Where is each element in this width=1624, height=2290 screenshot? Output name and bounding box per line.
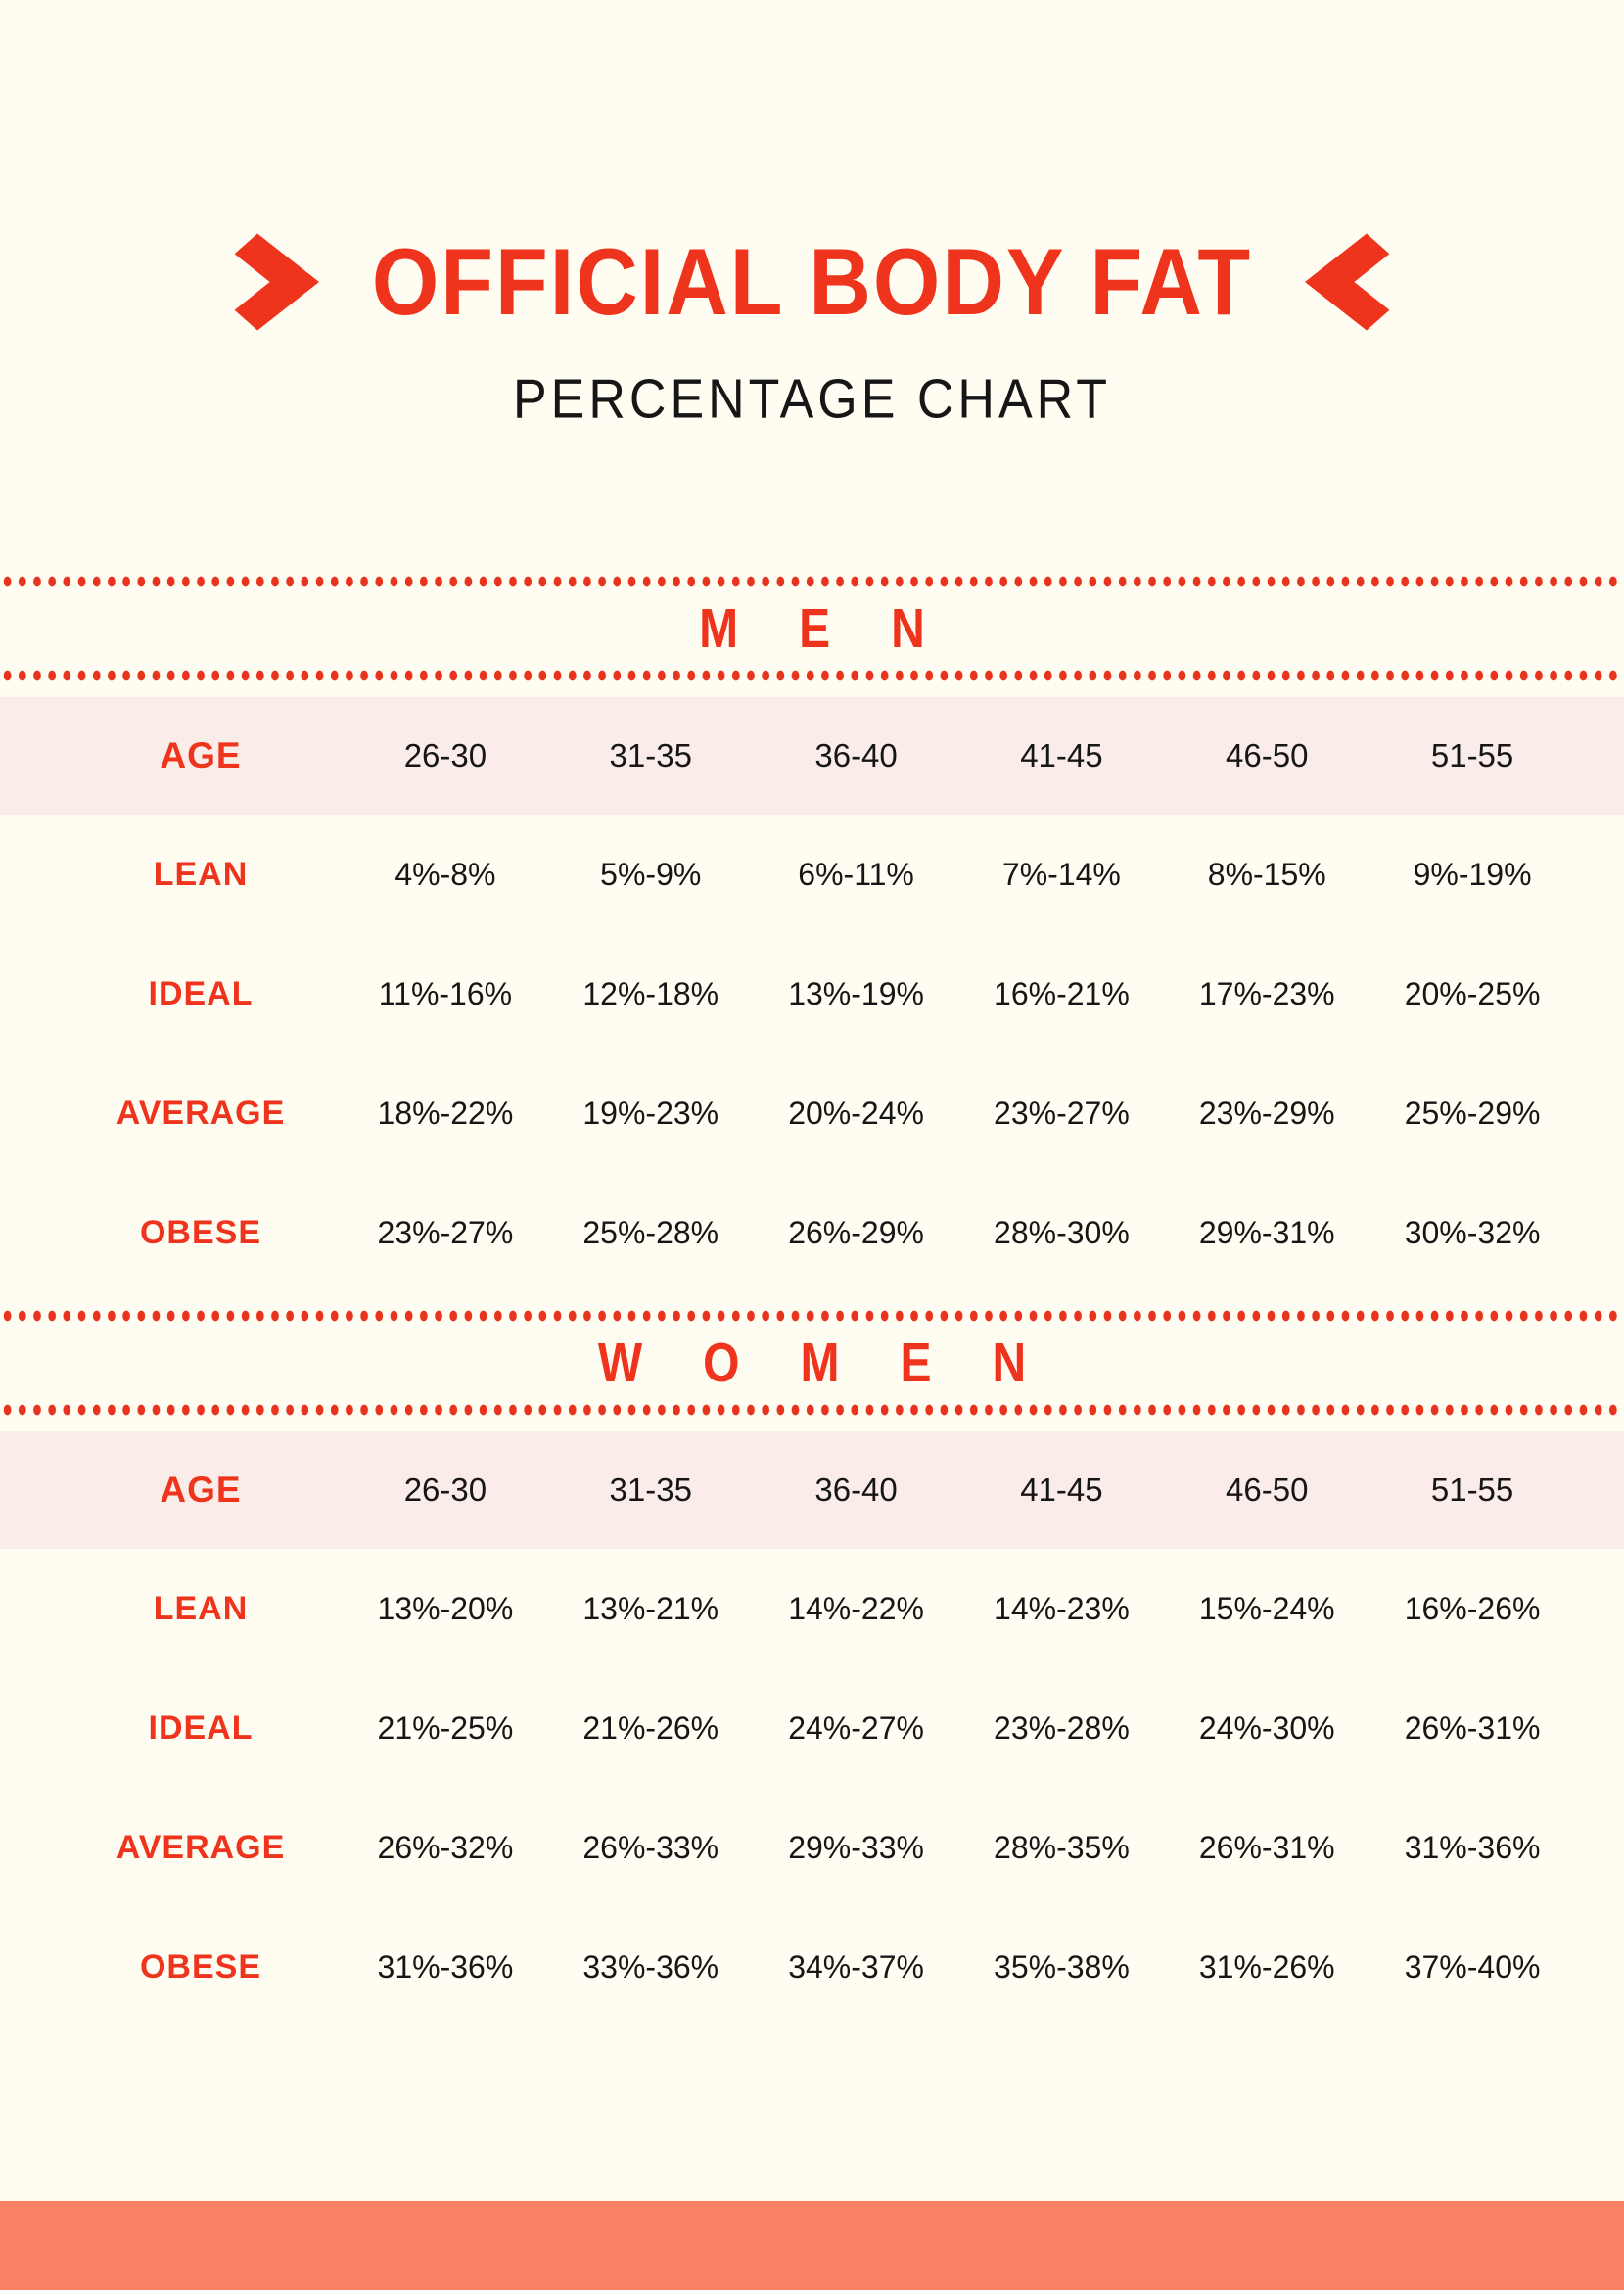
- percentage-value: 17%-23%: [1198, 975, 1335, 1011]
- percentage-value: 5%-9%: [600, 856, 702, 892]
- table-row: AVERAGE 26%-32% 26%-33% 29%-33% 28%-35% 26%-3…: [0, 1788, 1624, 1907]
- age-range-header: 36-40: [814, 1472, 898, 1508]
- footer-bar: [0, 2201, 1624, 2290]
- percentage-value: 26%-31%: [1198, 1829, 1335, 1865]
- chevron-left-icon: [1305, 233, 1390, 331]
- age-range-header: 36-40: [814, 737, 898, 773]
- percentage-value: 26%-31%: [1404, 1709, 1541, 1746]
- percentage-value: 8%-15%: [1207, 856, 1326, 892]
- percentage-value: 29%-31%: [1198, 1214, 1335, 1250]
- percentage-value: 16%-26%: [1404, 1590, 1541, 1626]
- age-range-header: 31-35: [609, 737, 692, 773]
- percentage-value: 14%-22%: [788, 1590, 924, 1626]
- dotted-divider: [0, 1310, 1624, 1322]
- age-header-row: AGE 26-30 31-35 36-40 41-45 46-50 51-55: [0, 1431, 1624, 1549]
- age-range-header: 31-35: [609, 1472, 692, 1508]
- men-section: MEN AGE 26-30 31-35 36-40 41-45 46-50 51-55 LE…: [0, 576, 1624, 1292]
- percentage-value: 31%-36%: [1404, 1829, 1541, 1865]
- percentage-value: 21%-25%: [377, 1709, 514, 1746]
- age-column-header: AGE: [160, 1470, 242, 1510]
- category-label: OBESE: [139, 1213, 262, 1251]
- category-label: LEAN: [153, 1589, 249, 1627]
- age-range-header: 51-55: [1430, 1472, 1514, 1508]
- page-title: OFFICIAL BODY FAT: [371, 228, 1253, 335]
- age-range-header: 26-30: [403, 737, 487, 773]
- percentage-value: 31%-26%: [1198, 1948, 1335, 1985]
- percentage-value: 13%-21%: [582, 1590, 719, 1626]
- percentage-value: 26%-32%: [377, 1829, 514, 1865]
- section-title: WOMEN: [597, 1332, 1088, 1394]
- age-range-header: 51-55: [1430, 737, 1514, 773]
- table-row: AVERAGE 18%-22% 19%-23% 20%-24% 23%-27% 23%-2…: [0, 1053, 1624, 1173]
- category-label: OBESE: [139, 1947, 262, 1986]
- percentage-value: 23%-27%: [994, 1095, 1130, 1131]
- age-range-header: 46-50: [1226, 1472, 1309, 1508]
- table-row: IDEAL 11%-16% 12%-18% 13%-19% 16%-21% 17%-23%…: [0, 934, 1624, 1053]
- section-title: MEN: [699, 597, 986, 660]
- dotted-divider: [0, 670, 1624, 681]
- percentage-value: 23%-28%: [994, 1709, 1130, 1746]
- category-label: AVERAGE: [116, 1094, 286, 1132]
- percentage-value: 12%-18%: [582, 975, 719, 1011]
- percentage-value: 25%-29%: [1404, 1095, 1541, 1131]
- percentage-value: 28%-30%: [994, 1214, 1130, 1250]
- table-row: IDEAL 21%-25% 21%-26% 24%-27% 23%-28% 24%-30%…: [0, 1668, 1624, 1788]
- percentage-value: 18%-22%: [377, 1095, 514, 1131]
- percentage-value: 28%-35%: [994, 1829, 1130, 1865]
- percentage-value: 16%-21%: [994, 975, 1130, 1011]
- percentage-value: 31%-36%: [377, 1948, 514, 1985]
- age-range-header: 41-45: [1020, 737, 1103, 773]
- percentage-value: 4%-8%: [394, 856, 496, 892]
- age-range-header: 46-50: [1226, 737, 1309, 773]
- table-sections: MEN AGE 26-30 31-35 36-40 41-45 46-50 51-55 LE…: [0, 576, 1624, 2027]
- table-row: OBESE 31%-36% 33%-36% 34%-37% 35%-38% 31%-26%…: [0, 1907, 1624, 2027]
- percentage-value: 23%-29%: [1198, 1095, 1335, 1131]
- chevron-right-icon: [234, 233, 319, 331]
- percentage-value: 24%-30%: [1198, 1709, 1335, 1746]
- percentage-value: 9%-19%: [1413, 856, 1532, 892]
- age-range-header: 26-30: [403, 1472, 487, 1508]
- percentage-value: 25%-28%: [582, 1214, 719, 1250]
- percentage-value: 21%-26%: [582, 1709, 719, 1746]
- percentage-value: 29%-33%: [788, 1829, 924, 1865]
- percentage-value: 14%-23%: [994, 1590, 1130, 1626]
- women-section: WOMEN AGE 26-30 31-35 36-40 41-45 46-50 51-55 …: [0, 1310, 1624, 2027]
- percentage-value: 7%-14%: [1001, 856, 1121, 892]
- table-row: LEAN 4%-8% 5%-9% 6%-11% 7%-14% 8%-15% 9%-19%: [0, 815, 1624, 934]
- category-label: AVERAGE: [116, 1828, 286, 1866]
- page-header: OFFICIAL BODY FAT PERCENTAGE CHART: [0, 0, 1624, 431]
- dotted-divider: [0, 1404, 1624, 1416]
- percentage-value: 19%-23%: [582, 1095, 719, 1131]
- percentage-value: 37%-40%: [1404, 1948, 1541, 1985]
- percentage-value: 24%-27%: [788, 1709, 924, 1746]
- title-row: OFFICIAL BODY FAT: [0, 227, 1624, 337]
- percentage-value: 35%-38%: [994, 1948, 1130, 1985]
- category-label: IDEAL: [148, 974, 254, 1012]
- percentage-value: 34%-37%: [788, 1948, 924, 1985]
- percentage-value: 13%-20%: [377, 1590, 514, 1626]
- section-title-row: MEN: [0, 587, 1624, 670]
- age-column-header: AGE: [160, 735, 242, 775]
- percentage-value: 13%-19%: [788, 975, 924, 1011]
- section-title-row: WOMEN: [0, 1322, 1624, 1404]
- percentage-value: 20%-24%: [788, 1095, 924, 1131]
- category-label: IDEAL: [148, 1708, 254, 1747]
- percentage-value: 15%-24%: [1198, 1590, 1335, 1626]
- percentage-value: 26%-33%: [582, 1829, 719, 1865]
- percentage-value: 11%-16%: [378, 975, 513, 1011]
- table-row: LEAN 13%-20% 13%-21% 14%-22% 14%-23% 15%-24% 1…: [0, 1549, 1624, 1668]
- age-range-header: 41-45: [1020, 1472, 1103, 1508]
- percentage-value: 26%-29%: [788, 1214, 924, 1250]
- percentage-value: 6%-11%: [798, 856, 914, 892]
- page-subtitle: PERCENTAGE CHART: [512, 368, 1112, 431]
- age-header-row: AGE 26-30 31-35 36-40 41-45 46-50 51-55: [0, 697, 1624, 815]
- percentage-value: 33%-36%: [582, 1948, 719, 1985]
- percentage-value: 30%-32%: [1404, 1214, 1541, 1250]
- category-label: LEAN: [153, 855, 249, 893]
- percentage-value: 20%-25%: [1404, 975, 1541, 1011]
- dotted-divider: [0, 576, 1624, 587]
- percentage-value: 23%-27%: [377, 1214, 514, 1250]
- table-row: OBESE 23%-27% 25%-28% 26%-29% 28%-30% 29%-31%…: [0, 1173, 1624, 1292]
